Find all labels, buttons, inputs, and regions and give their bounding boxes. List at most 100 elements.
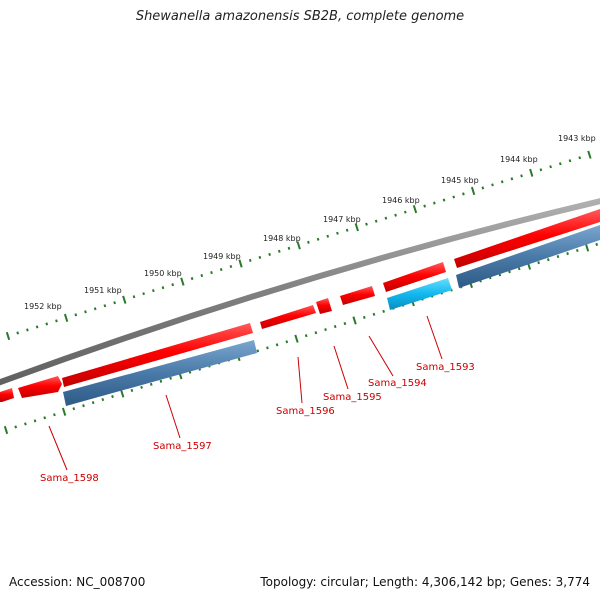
inner-minor-tick bbox=[91, 401, 95, 405]
gene-label-sama-1594: Sama_1594 bbox=[368, 378, 427, 389]
forward-strand-genes bbox=[0, 209, 600, 402]
gene-arrow-right-reverse bbox=[456, 225, 600, 288]
inner-minor-tick bbox=[304, 334, 308, 338]
gene-arrow-sama-1593 bbox=[387, 278, 452, 310]
outer-minor-tick bbox=[210, 270, 213, 275]
outer-minor-tick bbox=[394, 213, 397, 217]
gene-arrow-sama-1596 bbox=[260, 305, 316, 329]
outer-major-tick bbox=[5, 331, 11, 341]
gene-label-sama-1595: Sama_1595 bbox=[323, 392, 382, 403]
outer-minor-tick bbox=[345, 228, 349, 232]
outer-tick-ruler bbox=[5, 150, 592, 341]
outer-minor-tick bbox=[190, 276, 194, 281]
outer-minor-tick bbox=[403, 210, 407, 214]
outer-minor-tick bbox=[423, 204, 426, 208]
leader-sama-1598 bbox=[48, 425, 68, 471]
leader-sama-1596 bbox=[297, 356, 303, 404]
outer-minor-tick bbox=[452, 195, 456, 199]
outer-minor-tick bbox=[520, 174, 523, 178]
tick-label-1951: 1951 kbp bbox=[84, 286, 122, 295]
inner-minor-tick bbox=[285, 340, 289, 344]
inner-minor-tick bbox=[556, 255, 560, 259]
outer-minor-tick bbox=[248, 258, 252, 262]
inner-minor-tick bbox=[101, 397, 105, 402]
inner-minor-tick bbox=[72, 407, 76, 411]
outer-minor-tick bbox=[161, 286, 165, 290]
gene-arrow-sama-1593-forward bbox=[383, 262, 446, 292]
outer-minor-tick bbox=[26, 328, 29, 332]
outer-minor-tick bbox=[433, 201, 436, 205]
genome-backbone bbox=[0, 198, 600, 386]
outer-minor-tick bbox=[365, 222, 368, 226]
outer-major-tick bbox=[238, 259, 243, 268]
outer-major-tick bbox=[529, 168, 534, 177]
tick-label-1945: 1945 kbp bbox=[441, 176, 479, 185]
inner-minor-tick bbox=[314, 331, 318, 335]
tick-label-1943: 1943 kbp bbox=[558, 134, 596, 143]
inner-minor-tick bbox=[14, 425, 18, 429]
outer-minor-tick bbox=[84, 310, 87, 314]
inner-minor-tick bbox=[372, 312, 376, 316]
tick-label-1944: 1944 kbp bbox=[500, 155, 538, 164]
outer-major-tick bbox=[354, 223, 359, 232]
outer-minor-tick bbox=[74, 313, 78, 317]
inner-minor-tick bbox=[343, 321, 347, 326]
inner-major-tick bbox=[294, 334, 299, 343]
outer-minor-tick bbox=[268, 252, 271, 257]
outer-minor-tick bbox=[384, 216, 388, 220]
tick-label-1950: 1950 kbp bbox=[144, 269, 182, 278]
inner-minor-tick bbox=[33, 419, 37, 423]
tick-labels: 1943 kbp 1944 kbp 1945 kbp 1946 kbp 1947 kbp… bbox=[24, 134, 596, 311]
outer-minor-tick bbox=[132, 295, 136, 299]
inner-minor-tick bbox=[169, 376, 172, 380]
inner-minor-tick bbox=[266, 346, 269, 350]
gene-arrow-sama-1598 bbox=[18, 376, 62, 398]
inner-minor-tick bbox=[159, 379, 163, 383]
inner-minor-tick bbox=[140, 385, 143, 389]
inner-minor-tick bbox=[43, 416, 47, 420]
gene-label-sama-1593: Sama_1593 bbox=[416, 362, 475, 373]
tick-label-1947: 1947 kbp bbox=[323, 215, 361, 224]
reverse-strand-genes bbox=[63, 225, 600, 406]
outer-minor-tick bbox=[568, 159, 572, 163]
outer-minor-tick bbox=[103, 304, 107, 308]
gene-arrow-right-forward bbox=[454, 209, 600, 268]
inner-major-tick bbox=[120, 389, 125, 398]
outer-minor-tick bbox=[93, 307, 97, 311]
inner-minor-tick bbox=[82, 404, 85, 408]
leader-sama-1593 bbox=[426, 315, 443, 360]
inner-minor-tick bbox=[256, 349, 260, 353]
outer-major-tick bbox=[63, 313, 69, 323]
inner-major-tick bbox=[352, 316, 357, 325]
gene-arrow-sama-1597 bbox=[63, 340, 257, 406]
inner-minor-tick bbox=[149, 382, 153, 386]
outer-minor-tick bbox=[219, 267, 223, 272]
outer-major-tick bbox=[587, 150, 592, 159]
tick-label-1948: 1948 kbp bbox=[263, 234, 301, 243]
outer-minor-tick bbox=[113, 301, 116, 305]
genome-summary: Topology: circular; Length: 4,306,142 bp… bbox=[260, 575, 590, 589]
gene-label-leaders bbox=[48, 315, 443, 471]
tick-label-1949: 1949 kbp bbox=[203, 252, 241, 261]
outer-minor-tick bbox=[45, 322, 49, 326]
inner-minor-tick bbox=[53, 413, 56, 417]
inner-major-tick bbox=[3, 425, 9, 435]
tick-label-1952: 1952 kbp bbox=[24, 302, 62, 311]
gene-label-sama-1596: Sama_1596 bbox=[276, 406, 335, 417]
outer-minor-tick bbox=[481, 186, 485, 190]
outer-major-tick bbox=[122, 295, 127, 304]
inner-minor-tick bbox=[508, 270, 511, 274]
inner-minor-tick bbox=[362, 315, 366, 320]
inner-minor-tick bbox=[575, 248, 579, 253]
outer-minor-tick bbox=[16, 331, 20, 335]
inner-minor-tick bbox=[537, 261, 540, 265]
inner-minor-tick bbox=[324, 328, 327, 332]
inner-minor-tick bbox=[130, 388, 134, 393]
inner-minor-tick bbox=[24, 422, 27, 426]
outer-minor-tick bbox=[558, 162, 562, 166]
outer-minor-tick bbox=[326, 234, 330, 238]
outer-minor-tick bbox=[258, 255, 262, 260]
outer-minor-tick bbox=[229, 264, 233, 269]
inner-minor-tick bbox=[382, 309, 385, 313]
